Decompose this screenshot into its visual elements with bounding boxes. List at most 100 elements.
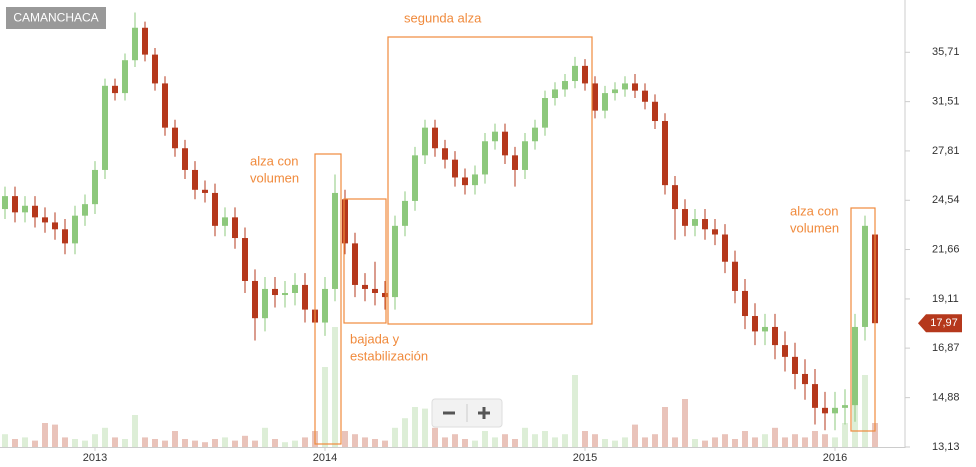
candle-body [182,148,188,170]
volume-bar [432,427,438,447]
volume-bar [422,408,428,447]
volume-bar [622,437,628,447]
candle-body [632,83,638,91]
volume-bar [752,437,758,447]
candle-body [92,169,98,205]
annotation-text: volumen [790,220,839,235]
volume-bar [442,437,448,447]
candle-body [692,219,698,226]
candle-body [592,83,598,111]
candle-body [722,234,728,262]
candle-body [212,192,218,226]
annotation-box [387,36,593,325]
candle-body [572,65,578,82]
candle-body [22,205,28,213]
volume-bar [682,399,688,447]
volume-bar [32,440,38,447]
candle-body [682,209,688,226]
volume-bar [12,439,18,447]
volume-bar [692,439,698,447]
volume-bar [122,439,128,447]
volume-bar [42,423,48,447]
candle-body [12,196,18,213]
candle-body [552,89,558,99]
volume-bar [392,427,398,447]
candle-body [52,222,58,230]
annotation-box [343,198,387,324]
volume-bar [842,423,848,447]
volume-bar [602,439,608,447]
volume-bar [542,431,548,447]
volume-bar [22,437,28,447]
candle-body [432,127,438,149]
candle-body [82,204,88,216]
volume-bar [762,434,768,447]
volume-bar [232,440,238,447]
volume-bar [732,439,738,447]
x-tick-label: 2013 [83,452,107,464]
volume-bar [612,440,618,447]
volume-bar [132,415,138,447]
volume-bar [102,427,108,447]
candle-body [402,200,408,226]
volume-bar [662,407,668,447]
volume-bar [532,434,538,447]
y-tick-label: 14,88 [932,392,960,404]
candle-body [462,177,468,186]
volume-bar [282,442,288,447]
candle-body [222,217,228,226]
candle-body [412,155,418,201]
volume-bar [832,437,838,447]
candle-body [2,196,8,210]
candle-body [442,148,448,160]
volume-bar [242,435,248,447]
volume-bar [572,375,578,447]
volume-bar [52,424,58,447]
y-tick-label: 16,87 [932,342,960,354]
candle-body [382,292,388,298]
volume-bar [522,427,528,447]
candle-body [112,85,118,94]
x-tick-label: 2014 [313,452,337,464]
candle-body [712,229,718,235]
candle-body [802,373,808,385]
zoom-controls[interactable] [431,398,503,428]
candle-body [762,326,768,332]
candle-body [372,288,378,293]
candle-body [742,290,748,317]
volume-bar [142,437,148,447]
volume-bar [412,407,418,447]
candle-body [642,90,648,102]
volume-bar [632,424,638,447]
candle-body [152,54,158,84]
chart-title: CAMANCHACA [13,11,98,25]
candle-body [292,284,298,293]
volume-bar [782,437,788,447]
x-tick-label: 2016 [823,452,847,464]
candle-body [812,384,818,408]
candle-body [672,185,678,210]
volume-bar [822,434,828,447]
candle-body [562,81,568,90]
volume-bar [722,434,728,447]
volume-bar [172,431,178,447]
annotation-text: estabilización [350,348,428,363]
candle-body [192,169,198,190]
volume-bar [872,423,878,447]
candle-body [492,131,498,142]
candle-body [362,284,368,289]
candle-body [752,316,758,332]
volume-bar [292,440,298,447]
candle-body [322,288,328,323]
candle-body [662,121,668,186]
candle-body [422,127,428,156]
volume-bar [92,434,98,447]
volume-bar [112,437,118,447]
candle-body [842,405,848,408]
volume-bar [492,437,498,447]
candle-body [782,345,788,357]
volume-bar [462,439,468,447]
volume-bar [772,427,778,447]
candle-body [302,284,308,310]
